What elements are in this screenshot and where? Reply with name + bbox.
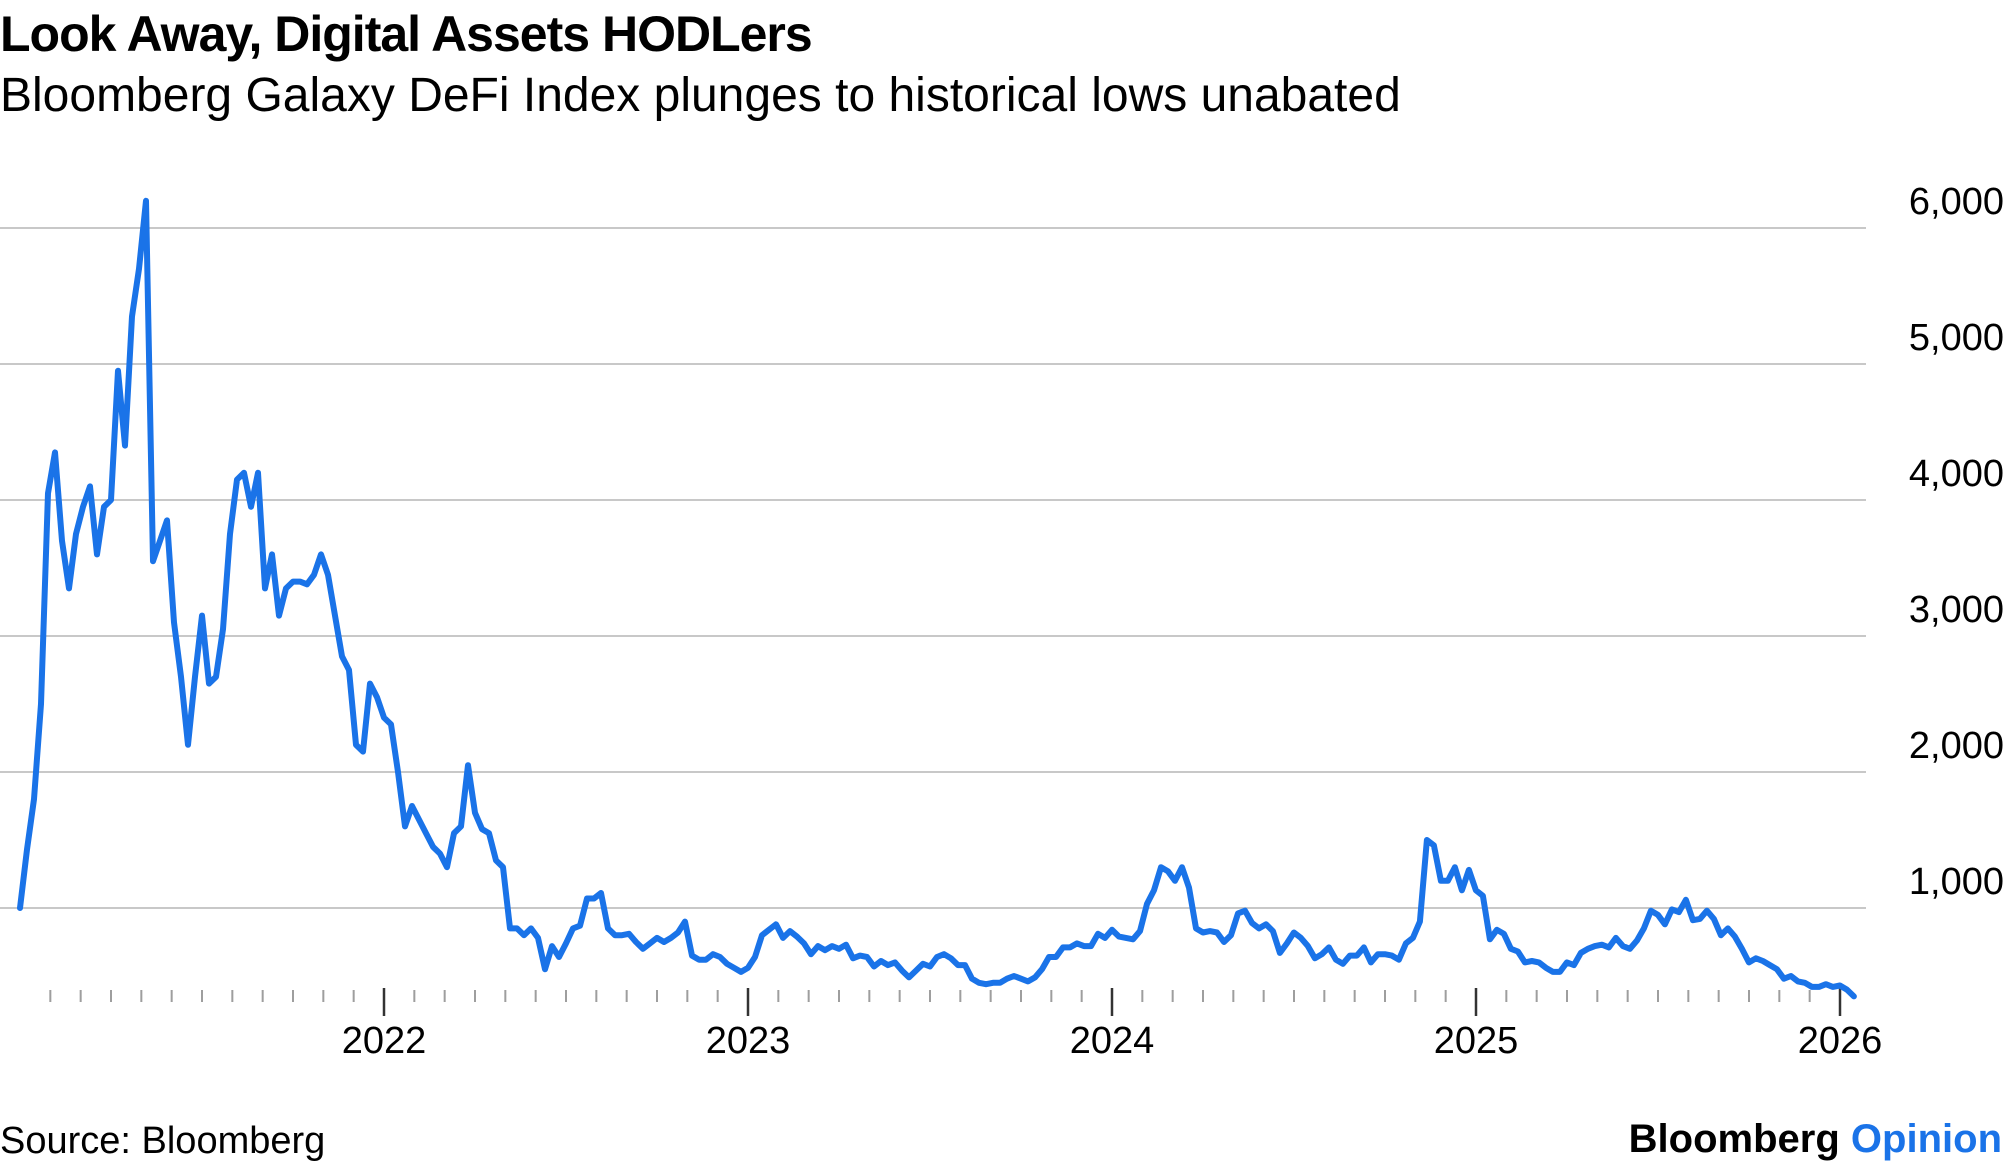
chart-subtitle: Bloomberg Galaxy DeFi Index plunges to h… bbox=[0, 69, 1401, 122]
chart-title: Look Away, Digital Assets HODLers bbox=[0, 6, 813, 62]
x-tick-label: 2022 bbox=[342, 1020, 427, 1062]
y-axis: 1,000 2,000 3,000 4,000 5,000 6,000 bbox=[1909, 181, 2004, 903]
y-tick-label: 6,000 bbox=[1909, 181, 2004, 223]
source-note: Source: Bloomberg bbox=[0, 1120, 326, 1162]
y-tick-label: 1,000 bbox=[1909, 861, 2004, 903]
x-axis: 2022 2023 2024 2025 2026 bbox=[49, 988, 1883, 1062]
bloomberg-opinion-logo: Bloomberg Opinion bbox=[1629, 1114, 2002, 1164]
y-tick-label: 3,000 bbox=[1909, 589, 2004, 631]
y-tick-label: 2,000 bbox=[1909, 725, 2004, 767]
x-tick-label: 2026 bbox=[1798, 1020, 1883, 1062]
y-tick-label: 4,000 bbox=[1909, 453, 2004, 495]
series-line-defi-index bbox=[17, 197, 1857, 1000]
logo-opinion: Opinion bbox=[1850, 1117, 2002, 1161]
gridlines bbox=[0, 227, 1866, 909]
series bbox=[17, 197, 1857, 1000]
x-tick-label: 2024 bbox=[1070, 1020, 1155, 1062]
logo-brand: Bloomberg bbox=[1628, 1117, 1840, 1161]
y-tick-label: 5,000 bbox=[1909, 317, 2004, 359]
x-tick-label: 2023 bbox=[706, 1020, 791, 1062]
x-tick-label: 2025 bbox=[1434, 1020, 1519, 1062]
